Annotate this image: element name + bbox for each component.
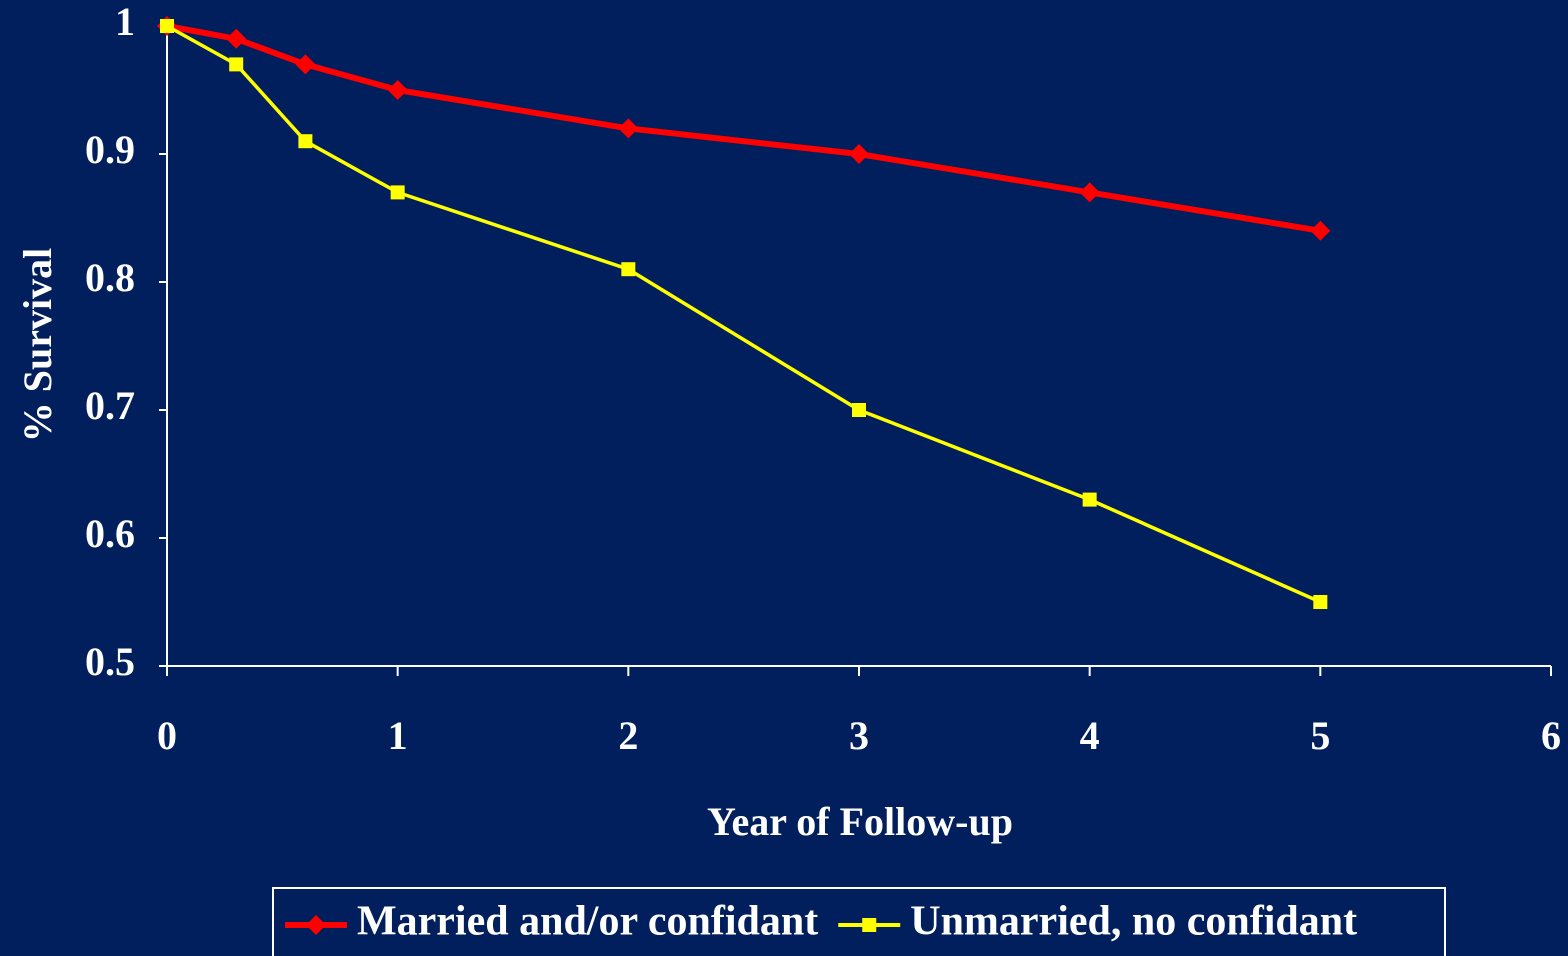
point [1079,182,1100,203]
x-tick-label: 3 [849,713,869,758]
point [226,28,247,49]
point [621,262,636,277]
y-tick-label: 0.5 [85,639,135,684]
y-axis-label: % Survival [15,248,60,442]
point [160,19,174,33]
point [295,54,316,75]
legend-marker [306,915,326,935]
point [387,80,408,100]
point [390,185,405,200]
y-tick-label: 1 [115,0,135,44]
point [618,118,639,139]
point [1313,595,1328,609]
point [1310,220,1331,241]
x-tick-label: 0 [157,713,177,758]
x-tick-label: 2 [618,713,638,758]
x-tick-label: 1 [388,713,408,758]
x-tick-label: 4 [1080,713,1100,758]
y-tick-label: 0.9 [85,127,135,172]
x-tick-label: 6 [1541,713,1561,758]
point [1082,492,1097,507]
legend-label: Married and/or confidant [357,899,818,945]
series-line [166,24,1322,604]
point [852,403,866,417]
y-tick-label: 0.8 [85,255,135,300]
y-tick-label: 0.7 [85,383,135,428]
point [849,144,869,164]
point [229,57,244,72]
x-tick-label: 5 [1310,713,1330,758]
point [298,134,313,149]
series-line [166,23,1321,234]
x-axis-label: Year of Follow-up [707,799,1013,844]
legend-label: Unmarried, no confidant [910,899,1357,945]
legend-marker [862,918,877,932]
y-tick-label: 0.6 [85,511,135,556]
legend-box [272,887,1446,956]
